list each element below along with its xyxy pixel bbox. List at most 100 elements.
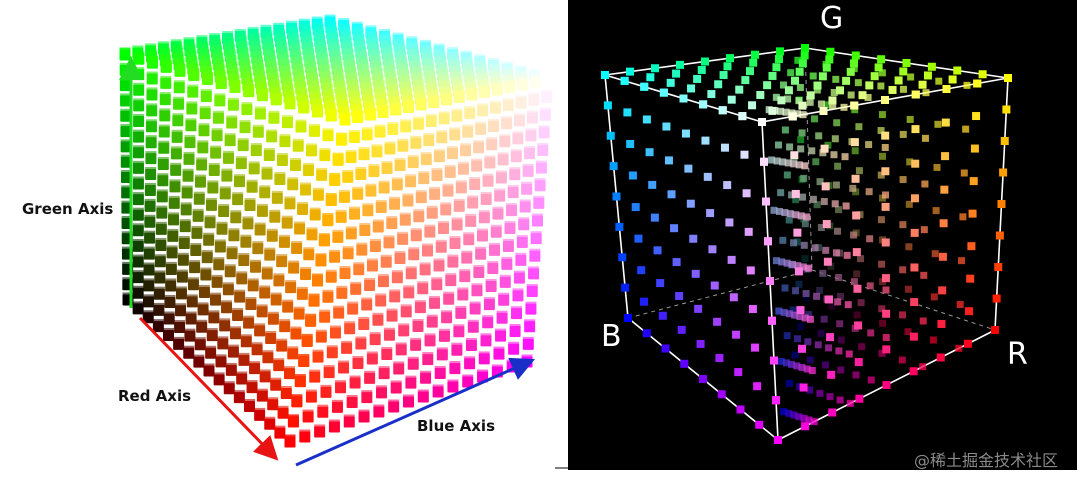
block-top: [174, 63, 186, 67]
block: [376, 387, 388, 399]
block-top: [217, 336, 229, 340]
block-top: [395, 50, 407, 54]
block-top: [542, 72, 554, 76]
point: [751, 50, 759, 59]
block-top: [154, 270, 166, 274]
block-top: [183, 37, 195, 41]
block: [390, 104, 402, 116]
block: [291, 396, 303, 408]
block-top: [383, 58, 395, 62]
block: [211, 276, 223, 288]
block-top: [309, 91, 321, 95]
point: [877, 55, 886, 64]
block-top: [462, 62, 474, 66]
block-top: [336, 93, 348, 97]
block: [339, 268, 351, 279]
block-top: [240, 234, 252, 238]
block-top: [144, 198, 156, 202]
block: [198, 286, 210, 298]
point: [881, 274, 890, 283]
block-top: [256, 388, 268, 392]
block: [412, 321, 424, 332]
block-top: [534, 178, 546, 182]
block: [383, 237, 395, 249]
point: [919, 363, 927, 371]
point: [768, 156, 776, 164]
block-top: [133, 51, 145, 55]
block: [309, 125, 321, 137]
block-top: [298, 354, 310, 357]
block-top: [279, 134, 291, 138]
block-top: [215, 75, 227, 79]
block-top: [282, 83, 294, 87]
block: [205, 347, 217, 359]
block-top: [431, 168, 443, 171]
block-top: [202, 71, 213, 75]
block-top: [496, 310, 508, 314]
point: [995, 231, 1004, 240]
block: [319, 150, 331, 162]
point: [840, 103, 848, 111]
block-top: [314, 424, 326, 428]
block-top: [497, 152, 509, 156]
point: [881, 238, 890, 247]
point: [684, 164, 693, 173]
block-top: [394, 44, 406, 48]
point: [842, 76, 851, 85]
block-top: [355, 45, 367, 49]
block-top: [244, 198, 256, 202]
block-top: [535, 160, 547, 164]
block-top: [448, 53, 460, 57]
block-top: [403, 394, 414, 398]
block: [455, 307, 467, 319]
block: [466, 89, 478, 101]
point: [857, 255, 865, 263]
block-top: [309, 123, 321, 127]
block-top: [312, 349, 324, 353]
block: [266, 131, 278, 143]
point: [720, 143, 729, 152]
block-top: [444, 164, 456, 168]
block-top: [173, 80, 185, 84]
block-top: [387, 83, 399, 87]
block-top: [284, 434, 296, 438]
block: [234, 291, 246, 303]
point: [878, 69, 886, 77]
block-top: [133, 82, 145, 86]
block-top: [533, 195, 545, 199]
block-top: [402, 193, 414, 197]
block-top: [350, 281, 362, 285]
block-top: [226, 246, 238, 250]
block-top: [435, 55, 447, 59]
block-top: [282, 299, 294, 303]
block-top: [278, 58, 290, 62]
block-top: [432, 384, 444, 388]
block-top: [462, 374, 474, 378]
block: [221, 302, 233, 314]
block-top: [288, 260, 300, 264]
block-top: [239, 59, 251, 63]
block-top: [283, 89, 295, 93]
block-top: [378, 180, 390, 184]
block-top: [254, 69, 266, 73]
block-top: [461, 250, 473, 254]
point: [919, 317, 927, 325]
point: [882, 191, 889, 199]
block: [431, 279, 443, 291]
block-top: [417, 389, 429, 393]
block-top: [490, 76, 502, 80]
block-top: [328, 419, 340, 423]
block-top: [390, 102, 402, 106]
block-top: [132, 254, 144, 258]
block-top: [302, 42, 314, 46]
block: [261, 168, 273, 180]
block: [400, 121, 412, 133]
block-top: [352, 186, 364, 190]
block-top: [248, 161, 260, 165]
block: [264, 418, 276, 430]
block-top: [311, 16, 323, 20]
block: [133, 131, 145, 143]
block-top: [308, 293, 320, 297]
block-top: [291, 394, 303, 398]
block: [204, 217, 216, 229]
